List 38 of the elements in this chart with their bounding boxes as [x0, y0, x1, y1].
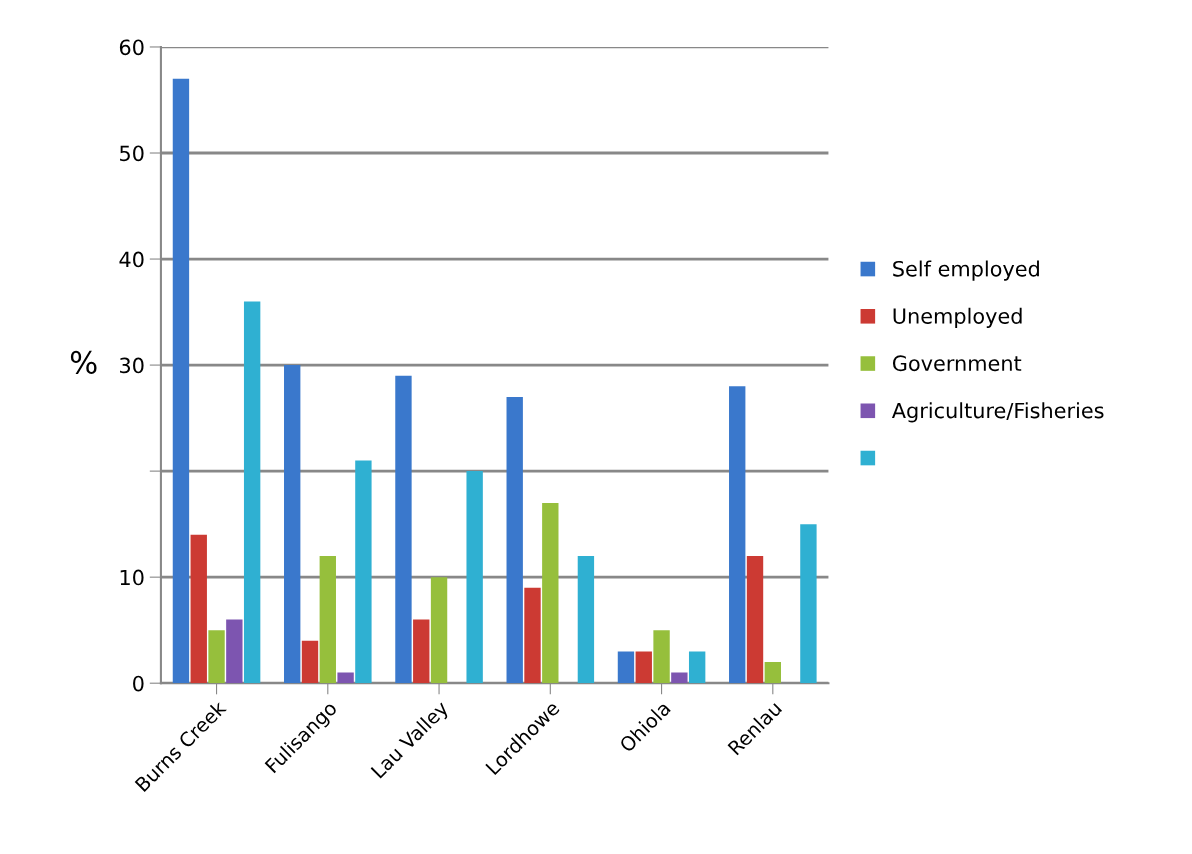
bar: [617, 651, 635, 684]
bar: [337, 672, 354, 684]
bar: [688, 651, 706, 684]
y-tick-label: 40: [119, 251, 144, 268]
bar: [542, 502, 559, 684]
legend-label: Self employed: [893, 260, 1039, 281]
bar: [243, 301, 261, 684]
y-tick-label: 60: [119, 39, 144, 56]
bar: [671, 672, 688, 684]
bar: [746, 555, 764, 684]
bar: [729, 386, 746, 684]
bar: [524, 587, 541, 684]
y-axis-title: %: [70, 350, 97, 374]
legend-label: Government: [892, 355, 1022, 372]
bar: [800, 524, 817, 684]
bar: [319, 555, 336, 684]
bar: [430, 577, 448, 684]
y-tick-label: 0: [133, 675, 144, 692]
bar: [506, 396, 523, 684]
bar: [301, 640, 319, 684]
bar: [577, 555, 595, 684]
bar: [395, 375, 412, 684]
y-tick-label: 50: [120, 145, 144, 162]
y-tick-label: 10: [120, 569, 144, 586]
bar: [413, 619, 430, 684]
bar: [208, 630, 225, 684]
bar: [764, 661, 781, 684]
bar: [226, 619, 243, 684]
legend-label: Agriculture/Fisheries: [891, 402, 1104, 423]
bar: [172, 78, 190, 684]
bar: [466, 471, 483, 684]
y-tick-label: 30: [120, 357, 144, 374]
bar: [190, 534, 207, 684]
bar: [653, 630, 670, 684]
legend-label: Unemployed: [893, 307, 1022, 328]
bar: [355, 460, 372, 684]
bar: [635, 651, 652, 684]
bar: [284, 365, 301, 684]
